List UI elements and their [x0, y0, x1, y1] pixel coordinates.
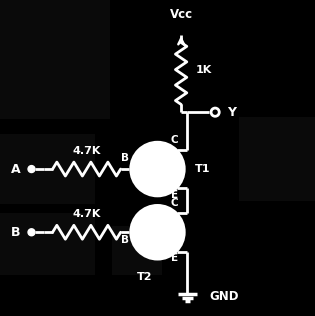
Text: C: C [170, 198, 178, 208]
Circle shape [131, 142, 184, 196]
Circle shape [28, 229, 35, 236]
Circle shape [28, 166, 35, 173]
Text: E: E [171, 253, 178, 263]
Text: B: B [11, 226, 20, 239]
Text: B: B [121, 235, 129, 246]
Text: T2: T2 [137, 272, 153, 282]
Text: A: A [11, 162, 20, 176]
Text: Y: Y [227, 106, 236, 119]
Text: B: B [121, 153, 129, 163]
Bar [112, 226, 162, 275]
Text: E: E [171, 190, 178, 200]
Text: 4.7K: 4.7K [72, 209, 101, 219]
Bar [0, 134, 94, 204]
Text: 4.7K: 4.7K [72, 146, 101, 156]
Text: GND: GND [209, 290, 239, 303]
Bar [239, 117, 315, 201]
Circle shape [131, 205, 184, 259]
Bar [0, 0, 110, 118]
Text: 1K: 1K [195, 65, 212, 75]
Text: Vcc: Vcc [169, 8, 193, 21]
Bar [0, 213, 94, 275]
Text: T1: T1 [195, 164, 211, 174]
Text: C: C [170, 135, 178, 145]
